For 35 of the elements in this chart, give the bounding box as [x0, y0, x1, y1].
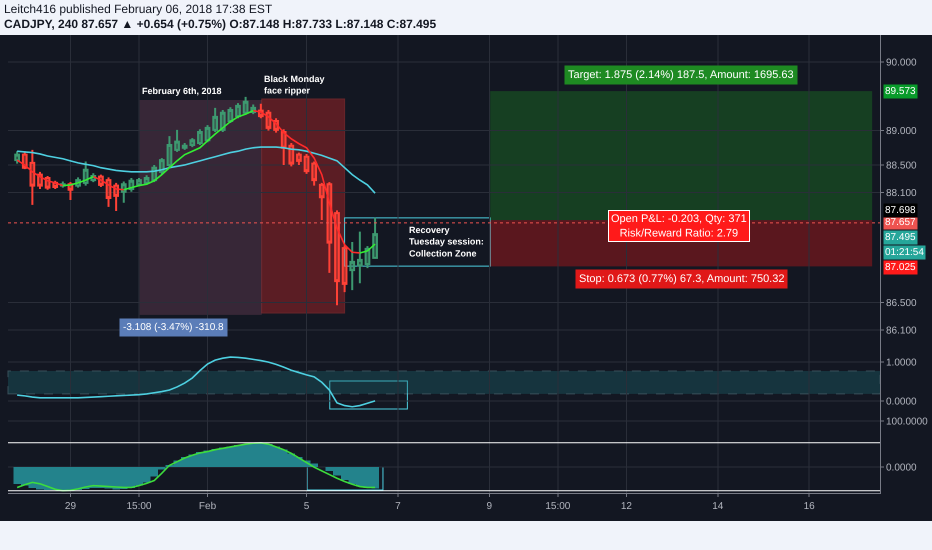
ref-line-label: 87.657: [885, 217, 916, 228]
x-tick-label: 14: [712, 501, 724, 512]
x-tick-label: 15:00: [126, 501, 152, 512]
chart-subtitle: Leitch416 published February 06, 2018 17:38 EST: [4, 2, 274, 17]
annotation: Black Monday face ripper: [264, 74, 325, 96]
y-tick-label: 100.0000: [886, 416, 928, 428]
text: 01:21:54: [885, 247, 924, 258]
annotation: Recovery Tuesday session: Collection Zone: [409, 225, 484, 258]
y-tick-label: 90.000: [886, 57, 918, 68]
x-tick-label: 15:00: [545, 501, 571, 512]
y-tick-label: 86.500: [886, 298, 918, 309]
chart-title: CADJPY, 240 87.657 ▲ +0.654 (+0.75%) O:87.148 H:87.733 L:87.148 C:87.495: [4, 17, 436, 32]
annotation: Open P&L: -0.203, Qty: 371 Risk/Reward Ratio: 2.79: [611, 213, 747, 240]
y-tick-label: 88.500: [886, 160, 918, 172]
text: 87.025: [885, 262, 916, 273]
x-tick-label: 12: [620, 501, 632, 512]
x-tick-label: 5: [304, 501, 310, 512]
y-tick-label: 89.000: [886, 126, 918, 138]
band-label: Stop: 0.673 (0.77%) 67.3, Amount: 750.32: [579, 273, 784, 285]
x-tick-label: 29: [64, 501, 76, 512]
x-tick-label: 7: [395, 501, 402, 512]
annotation: February 6th, 2018: [142, 86, 222, 96]
y-tick-label: 1.0000: [886, 358, 918, 369]
text: 87.495: [885, 232, 916, 243]
text: 89.573: [885, 86, 916, 97]
x-tick-label: 16: [804, 501, 816, 512]
y-tick-label: 0.0000: [886, 462, 918, 474]
text: 87.698: [885, 205, 916, 216]
annotation: -3.108 (-3.47%) -310.8: [123, 322, 224, 333]
x-tick-label: Feb: [198, 501, 217, 512]
y-tick-label: 0.0000: [886, 396, 918, 408]
band-label: Target: 1.875 (2.14%) 187.5, Amount: 1695.63: [568, 69, 794, 81]
x-tick-label: 9: [486, 501, 493, 512]
y-tick-label: 88.100: [886, 188, 918, 199]
y-tick-label: 86.100: [886, 326, 918, 336]
